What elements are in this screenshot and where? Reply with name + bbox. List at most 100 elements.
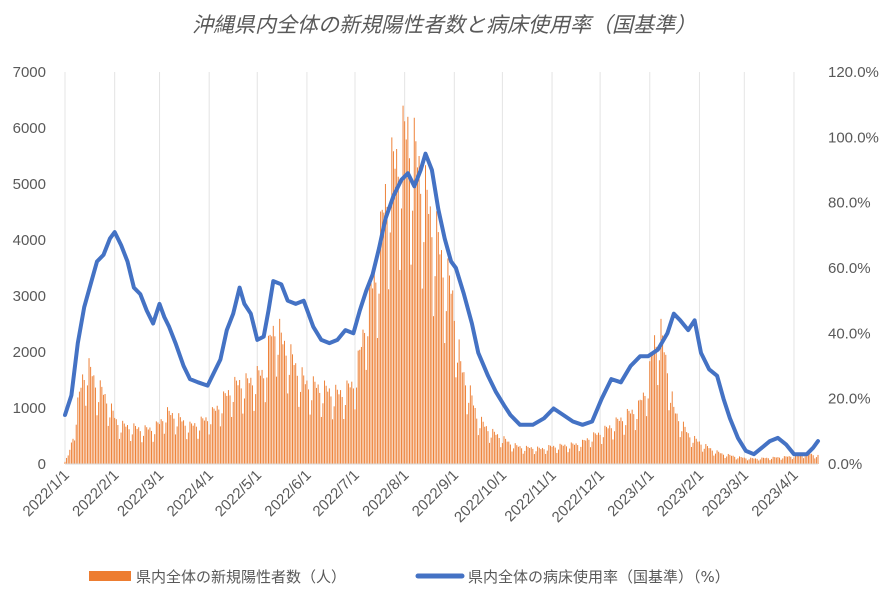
bar <box>237 385 239 464</box>
bar <box>596 434 598 464</box>
bar <box>553 445 555 464</box>
bar <box>348 383 350 464</box>
bar <box>791 459 793 464</box>
left-tick-label: 6000 <box>13 120 46 137</box>
bar <box>681 431 683 464</box>
bar <box>420 193 422 464</box>
bar <box>152 441 154 464</box>
bar <box>631 409 633 464</box>
bar <box>516 445 518 464</box>
bar <box>341 396 343 464</box>
bar <box>774 457 776 464</box>
chart-title: 沖縄県内全体の新規陽性者数と病床使用率（国基準） <box>192 13 696 37</box>
bar <box>479 428 481 464</box>
bar <box>634 430 636 464</box>
bar <box>261 369 263 464</box>
right-tick-label: 100.0% <box>828 129 879 146</box>
bar <box>186 439 188 464</box>
bar <box>117 425 119 464</box>
right-tick-label: 40.0% <box>828 325 871 342</box>
bar <box>176 426 178 464</box>
bar <box>565 446 567 464</box>
bar <box>721 453 723 464</box>
bar <box>296 375 298 464</box>
bar <box>285 355 287 464</box>
bar <box>521 448 523 464</box>
bar <box>102 394 104 464</box>
bar <box>522 453 524 464</box>
bar <box>498 437 500 464</box>
bar <box>82 374 84 464</box>
bar <box>489 442 491 464</box>
bar <box>719 453 721 464</box>
bar <box>213 408 215 464</box>
bar <box>697 441 699 464</box>
bar <box>394 168 396 465</box>
bar <box>532 448 534 464</box>
bar <box>806 452 808 464</box>
legend-label-line: 県内全体の病床使用率（国基準）（%） <box>468 568 730 586</box>
bar <box>74 440 76 464</box>
bar <box>726 456 728 464</box>
bar <box>737 458 739 464</box>
bar <box>253 410 255 464</box>
bar <box>654 335 656 464</box>
bar <box>474 408 476 464</box>
bar <box>655 346 657 464</box>
bar <box>582 439 583 464</box>
bar <box>804 456 806 464</box>
line-path <box>63 151 820 457</box>
bar <box>130 441 132 464</box>
bar <box>710 448 712 464</box>
bar <box>745 458 747 464</box>
bar <box>183 420 185 464</box>
bar <box>322 403 324 464</box>
legend-label-bar: 県内全体の新規陽性者数（人） <box>136 568 346 586</box>
bar <box>622 421 624 464</box>
bar <box>660 318 662 464</box>
bar <box>143 435 144 464</box>
bar <box>506 441 508 464</box>
bar <box>753 458 755 464</box>
left-tick-label: 2000 <box>13 344 46 361</box>
bar <box>497 434 499 464</box>
bar <box>750 457 752 464</box>
bar <box>344 405 346 464</box>
bar <box>215 410 217 464</box>
bar <box>138 427 140 464</box>
bar <box>658 360 660 464</box>
bar <box>557 449 559 464</box>
bar <box>407 116 409 465</box>
bar <box>513 448 515 464</box>
bar <box>687 433 689 464</box>
bar <box>460 361 462 464</box>
bar <box>120 432 122 464</box>
bar <box>546 450 548 464</box>
bar <box>434 276 436 464</box>
bar <box>756 458 758 464</box>
bar <box>397 176 399 464</box>
bar <box>431 237 433 464</box>
bar <box>70 442 72 464</box>
bar <box>734 456 736 464</box>
bar <box>349 387 351 464</box>
bar <box>194 423 196 464</box>
bar <box>415 141 417 464</box>
bar <box>650 355 652 464</box>
bar <box>221 413 223 464</box>
bar <box>157 422 159 464</box>
bar <box>272 325 274 464</box>
bar <box>99 380 101 464</box>
bar <box>670 402 672 464</box>
bar <box>232 401 234 464</box>
bar <box>154 434 156 464</box>
bar <box>788 456 790 464</box>
bar <box>151 430 152 464</box>
bar <box>457 362 459 464</box>
left-tick-label: 1000 <box>13 400 46 417</box>
bar <box>255 394 257 464</box>
bar <box>578 451 580 464</box>
bar <box>357 350 359 464</box>
bar <box>465 385 467 464</box>
bar <box>583 440 585 464</box>
